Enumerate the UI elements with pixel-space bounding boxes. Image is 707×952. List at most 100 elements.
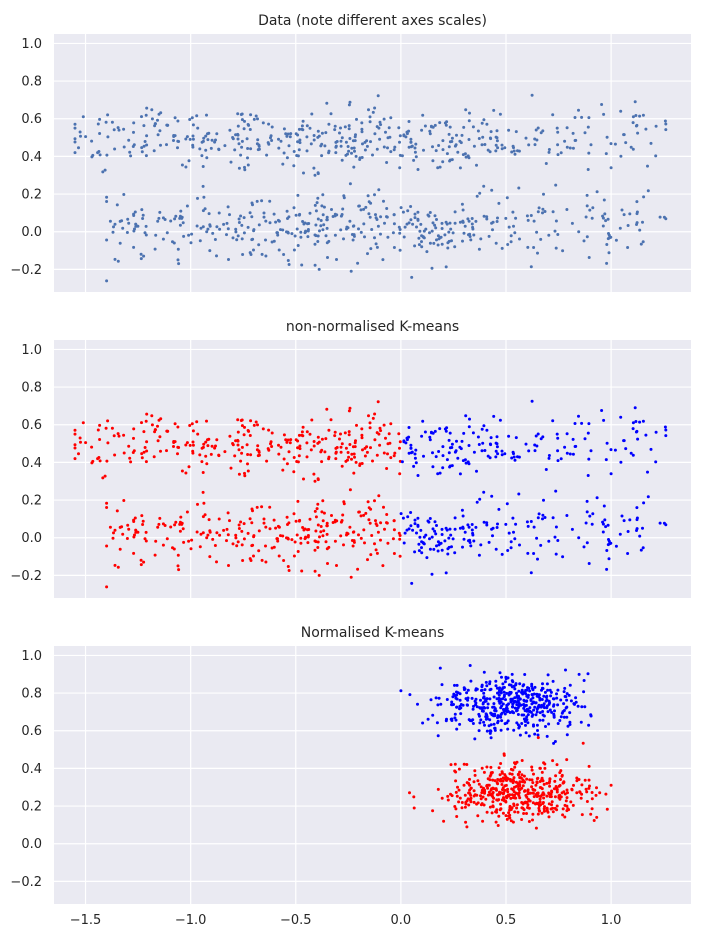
data-point [313,263,317,267]
cluster-blue-point [448,431,452,435]
data-point [495,220,499,223]
cluster-blue-point [494,441,498,445]
data-point [511,144,515,148]
data-point [392,213,396,217]
cluster-red-point [531,818,534,822]
cluster-blue-point [522,717,526,721]
cluster-red-point [504,814,508,818]
cluster-blue-point [471,431,475,435]
cluster-red-point [515,803,519,807]
data-point [561,249,565,253]
data-point [279,139,283,143]
cluster-red-point [176,452,179,456]
cluster-red-point [307,528,311,531]
cluster-blue-point [485,717,489,721]
data-point [98,132,102,135]
cluster-red-point [565,804,569,808]
cluster-blue-point [441,466,445,470]
cluster-red-point [558,783,562,787]
data-point [391,231,395,235]
cluster-red-point [325,521,329,525]
cluster-blue-point [469,544,473,548]
cluster-red-point [464,802,468,806]
cluster-red-point [190,422,194,426]
cluster-blue-point [495,445,499,449]
data-point [453,221,457,225]
cluster-red-point [383,527,386,531]
cluster-blue-point [472,450,476,454]
cluster-blue-point [541,682,544,686]
cluster-red-point [209,452,213,456]
cluster-blue-point [552,697,556,701]
cluster-red-point [504,800,508,804]
cluster-red-point [590,791,594,794]
cluster-red-point [473,769,477,773]
y-tick-label: 0.6 [21,724,42,739]
cluster-red-point [463,805,467,809]
cluster-blue-point [506,549,510,552]
data-point [144,233,148,237]
data-point [453,210,457,214]
data-point [115,203,119,207]
cluster-blue-point [646,495,650,499]
cluster-blue-point [455,690,458,694]
data-point [292,150,296,153]
cluster-red-point [177,568,181,572]
cluster-blue-point [399,512,403,516]
cluster-blue-point [608,542,612,546]
cluster-blue-point [524,731,528,735]
cluster-red-point [154,539,158,543]
cluster-red-point [542,809,546,813]
cluster-red-point [385,521,389,525]
cluster-red-point [177,446,181,449]
data-point [320,131,324,135]
cluster-blue-point [453,516,457,520]
data-point [252,248,255,252]
cluster-red-point [541,779,545,783]
data-point [174,214,178,218]
data-point [300,127,304,131]
data-point [293,234,297,238]
cluster-red-point [590,807,594,811]
cluster-red-point [207,437,211,441]
cluster-red-point [554,774,558,778]
cluster-blue-point [458,722,462,726]
cluster-blue-point [580,705,584,709]
data-point [367,108,370,112]
data-point [191,143,195,147]
data-point [614,238,618,242]
cluster-red-point [387,432,391,436]
data-point [407,120,411,123]
cluster-red-point [351,445,355,449]
data-point [208,223,212,227]
data-point [437,237,441,241]
cluster-blue-point [438,471,442,475]
cluster-red-point [503,788,507,792]
cluster-blue-point [631,453,635,457]
cluster-red-point [367,414,370,418]
data-point [513,231,517,235]
data-point [571,131,575,135]
cluster-red-point [179,515,183,519]
cluster-red-point [398,537,402,541]
data-point [451,231,455,235]
cluster-red-point [385,513,389,516]
data-point [491,220,495,224]
data-point [295,227,299,231]
data-point [363,148,367,152]
cluster-red-point [127,527,131,531]
cluster-red-point [325,547,329,551]
cluster-red-point [595,815,599,819]
data-point [208,249,212,253]
cluster-red-point [240,424,244,428]
cluster-red-point [369,446,372,450]
cluster-red-point [363,454,367,458]
cluster-blue-point [475,687,479,691]
cluster-red-point [126,523,130,527]
data-point [606,217,610,221]
data-point [125,231,129,234]
data-point [373,236,376,240]
data-point [315,201,319,205]
cluster-blue-point [400,460,404,464]
cluster-red-point [373,542,376,546]
